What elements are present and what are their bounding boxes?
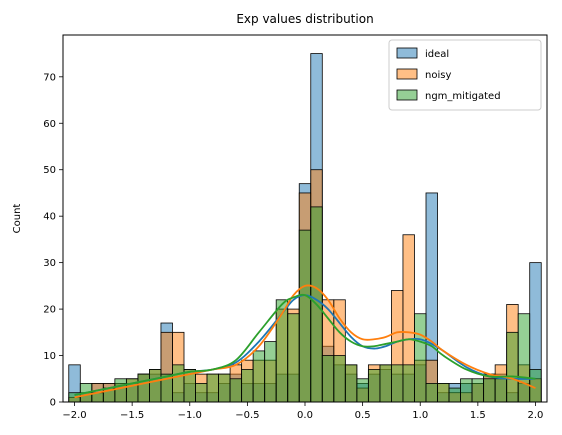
bar-ngm_mitigated-27	[380, 365, 392, 402]
y-axis-label: Count	[12, 204, 23, 234]
x-tick-label: −0.5	[235, 410, 259, 421]
bar-ngm_mitigated-28	[391, 365, 403, 402]
x-tick-label: −2.0	[62, 410, 86, 421]
bar-ngm_mitigated-25	[357, 379, 369, 402]
x-tick-label: 0.0	[297, 410, 313, 421]
bar-ngm_mitigated-29	[403, 365, 415, 402]
x-tick-label: −1.5	[120, 410, 144, 421]
x-tick-label: −1.0	[178, 410, 202, 421]
bar-ngm_mitigated-15	[242, 369, 254, 402]
y-tick-label: 30	[43, 258, 56, 269]
bar-ngm_mitigated-7	[149, 369, 161, 402]
x-tick-label: 2.0	[528, 410, 544, 421]
legend: ideal noisy ngm_mitigated	[389, 40, 541, 110]
y-tick-label: 10	[43, 351, 56, 362]
bar-ngm_mitigated-11	[196, 383, 208, 402]
legend-swatch-ideal	[397, 48, 417, 58]
bar-ngm_mitigated-14	[230, 379, 242, 402]
bar-ngm_mitigated-20	[299, 230, 311, 402]
bar-ngm_mitigated-12	[207, 374, 219, 402]
bar-ngm_mitigated-13	[219, 374, 231, 402]
bar-ngm_mitigated-32	[438, 383, 450, 402]
legend-label-ngm_mitigated: ngm_mitigated	[425, 91, 501, 102]
bar-ngm_mitigated-36	[484, 379, 496, 402]
bar-ngm_mitigated-19	[288, 314, 300, 402]
bar-ngm_mitigated-37	[495, 379, 507, 402]
y-tick-label: 60	[43, 119, 56, 130]
bar-ngm_mitigated-16	[253, 351, 265, 402]
legend-label-ideal: ideal	[425, 49, 449, 60]
bar-ngm_mitigated-26	[368, 369, 380, 402]
y-tick-label: 40	[43, 212, 56, 223]
legend-swatch-ngm_mitigated	[397, 90, 417, 100]
bar-ngm_mitigated-24	[345, 365, 357, 402]
x-axis-ticks: −2.0 −1.5 −1.0 −0.5 0.0 0.5 1.0 1.5 2.0	[62, 402, 543, 421]
bar-ngm_mitigated-22	[322, 356, 334, 402]
x-tick-label: 1.0	[412, 410, 428, 421]
bar-ngm_mitigated-35	[472, 379, 484, 402]
y-tick-label: 0	[50, 398, 56, 409]
y-tick-label: 70	[43, 72, 56, 83]
legend-swatch-noisy	[397, 69, 417, 79]
bar-ngm_mitigated-17	[265, 342, 277, 402]
bar-ngm_mitigated-9	[172, 365, 184, 402]
bar-ngm_mitigated-4	[115, 379, 127, 402]
y-axis-ticks: 0 10 20 30 40 50 60 70	[43, 72, 63, 408]
chart-title: Exp values distribution	[236, 12, 373, 26]
x-tick-label: 0.5	[355, 410, 371, 421]
bar-ngm_mitigated-30	[414, 314, 426, 402]
bar-ngm_mitigated-39	[518, 314, 530, 402]
bar-ngm_mitigated-38	[507, 332, 519, 402]
bar-ngm_mitigated-23	[334, 356, 346, 402]
bar-ngm_mitigated-6	[138, 374, 150, 402]
legend-label-noisy: noisy	[425, 70, 451, 81]
bar-ngm_mitigated-33	[449, 388, 461, 402]
y-tick-label: 50	[43, 165, 56, 176]
bar-ngm_mitigated-31	[426, 383, 438, 402]
x-tick-label: 1.5	[470, 410, 486, 421]
y-tick-label: 20	[43, 305, 56, 316]
bar-ngm_mitigated-34	[461, 379, 473, 402]
